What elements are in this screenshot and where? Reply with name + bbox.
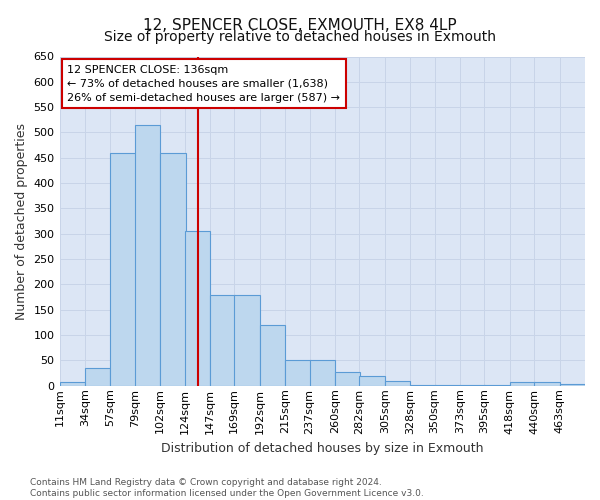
- Bar: [185, 232, 210, 386]
- Bar: [460, 385, 485, 386]
- X-axis label: Distribution of detached houses by size in Exmouth: Distribution of detached houses by size …: [161, 442, 484, 455]
- Bar: [335, 372, 361, 386]
- Bar: [410, 385, 436, 386]
- Text: 12, SPENCER CLOSE, EXMOUTH, EX8 4LP: 12, SPENCER CLOSE, EXMOUTH, EX8 4LP: [143, 18, 457, 32]
- Bar: [235, 294, 260, 386]
- Bar: [85, 368, 110, 386]
- Bar: [385, 381, 410, 386]
- Bar: [285, 360, 311, 386]
- Text: Size of property relative to detached houses in Exmouth: Size of property relative to detached ho…: [104, 30, 496, 44]
- Bar: [510, 382, 535, 386]
- Bar: [484, 385, 510, 386]
- Bar: [434, 385, 460, 386]
- Text: Contains HM Land Registry data © Crown copyright and database right 2024.
Contai: Contains HM Land Registry data © Crown c…: [30, 478, 424, 498]
- Y-axis label: Number of detached properties: Number of detached properties: [15, 122, 28, 320]
- Text: 12 SPENCER CLOSE: 136sqm
← 73% of detached houses are smaller (1,638)
26% of sem: 12 SPENCER CLOSE: 136sqm ← 73% of detach…: [67, 64, 340, 102]
- Bar: [534, 382, 560, 386]
- Bar: [135, 125, 160, 386]
- Bar: [210, 294, 235, 386]
- Bar: [560, 384, 585, 386]
- Bar: [359, 376, 385, 386]
- Bar: [260, 325, 285, 386]
- Bar: [59, 382, 85, 386]
- Bar: [310, 360, 335, 386]
- Bar: [110, 152, 136, 386]
- Bar: [160, 152, 185, 386]
